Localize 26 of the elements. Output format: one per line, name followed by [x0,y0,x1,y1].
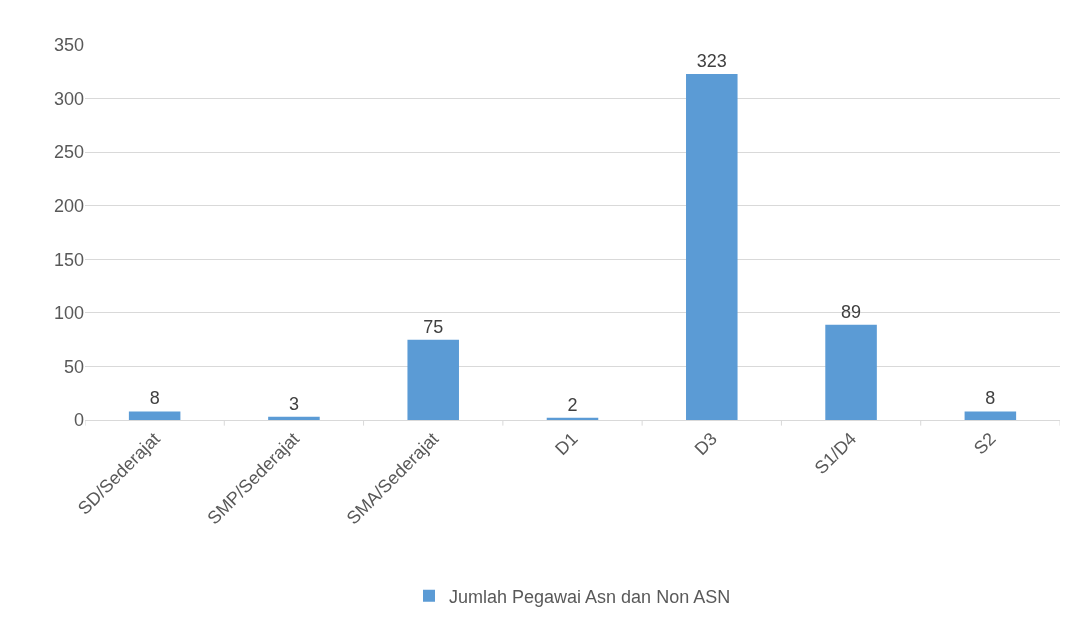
bar [686,73,738,420]
data-label: 3 [288,393,299,414]
y-tick-label: 50 [63,356,84,377]
legend-label: Jumlah Pegawai Asn dan Non ASN [449,586,731,607]
y-tick-label: 150 [53,249,84,270]
bar [128,411,181,420]
y-tick-label: 100 [53,303,84,324]
data-label: 89 [841,301,862,322]
y-tick-label: 0 [73,410,84,431]
bar [964,411,1017,420]
x-tick-label: D1 [551,428,582,460]
y-tick-label: 200 [53,196,84,217]
bar [825,324,877,420]
x-tick-label: D3 [690,428,721,460]
data-label: 8 [985,388,996,409]
data-label: 2 [567,394,578,415]
x-tick-label: S2 [969,428,1000,459]
data-label: 75 [423,316,444,337]
bar [268,416,320,420]
data-label: 323 [696,50,727,71]
y-tick-label: 300 [53,88,84,109]
y-tick-label: 250 [53,142,84,163]
y-tick-label: 350 [53,35,84,56]
data-label: 8 [149,388,160,409]
bar [407,339,459,420]
bar [546,417,599,420]
